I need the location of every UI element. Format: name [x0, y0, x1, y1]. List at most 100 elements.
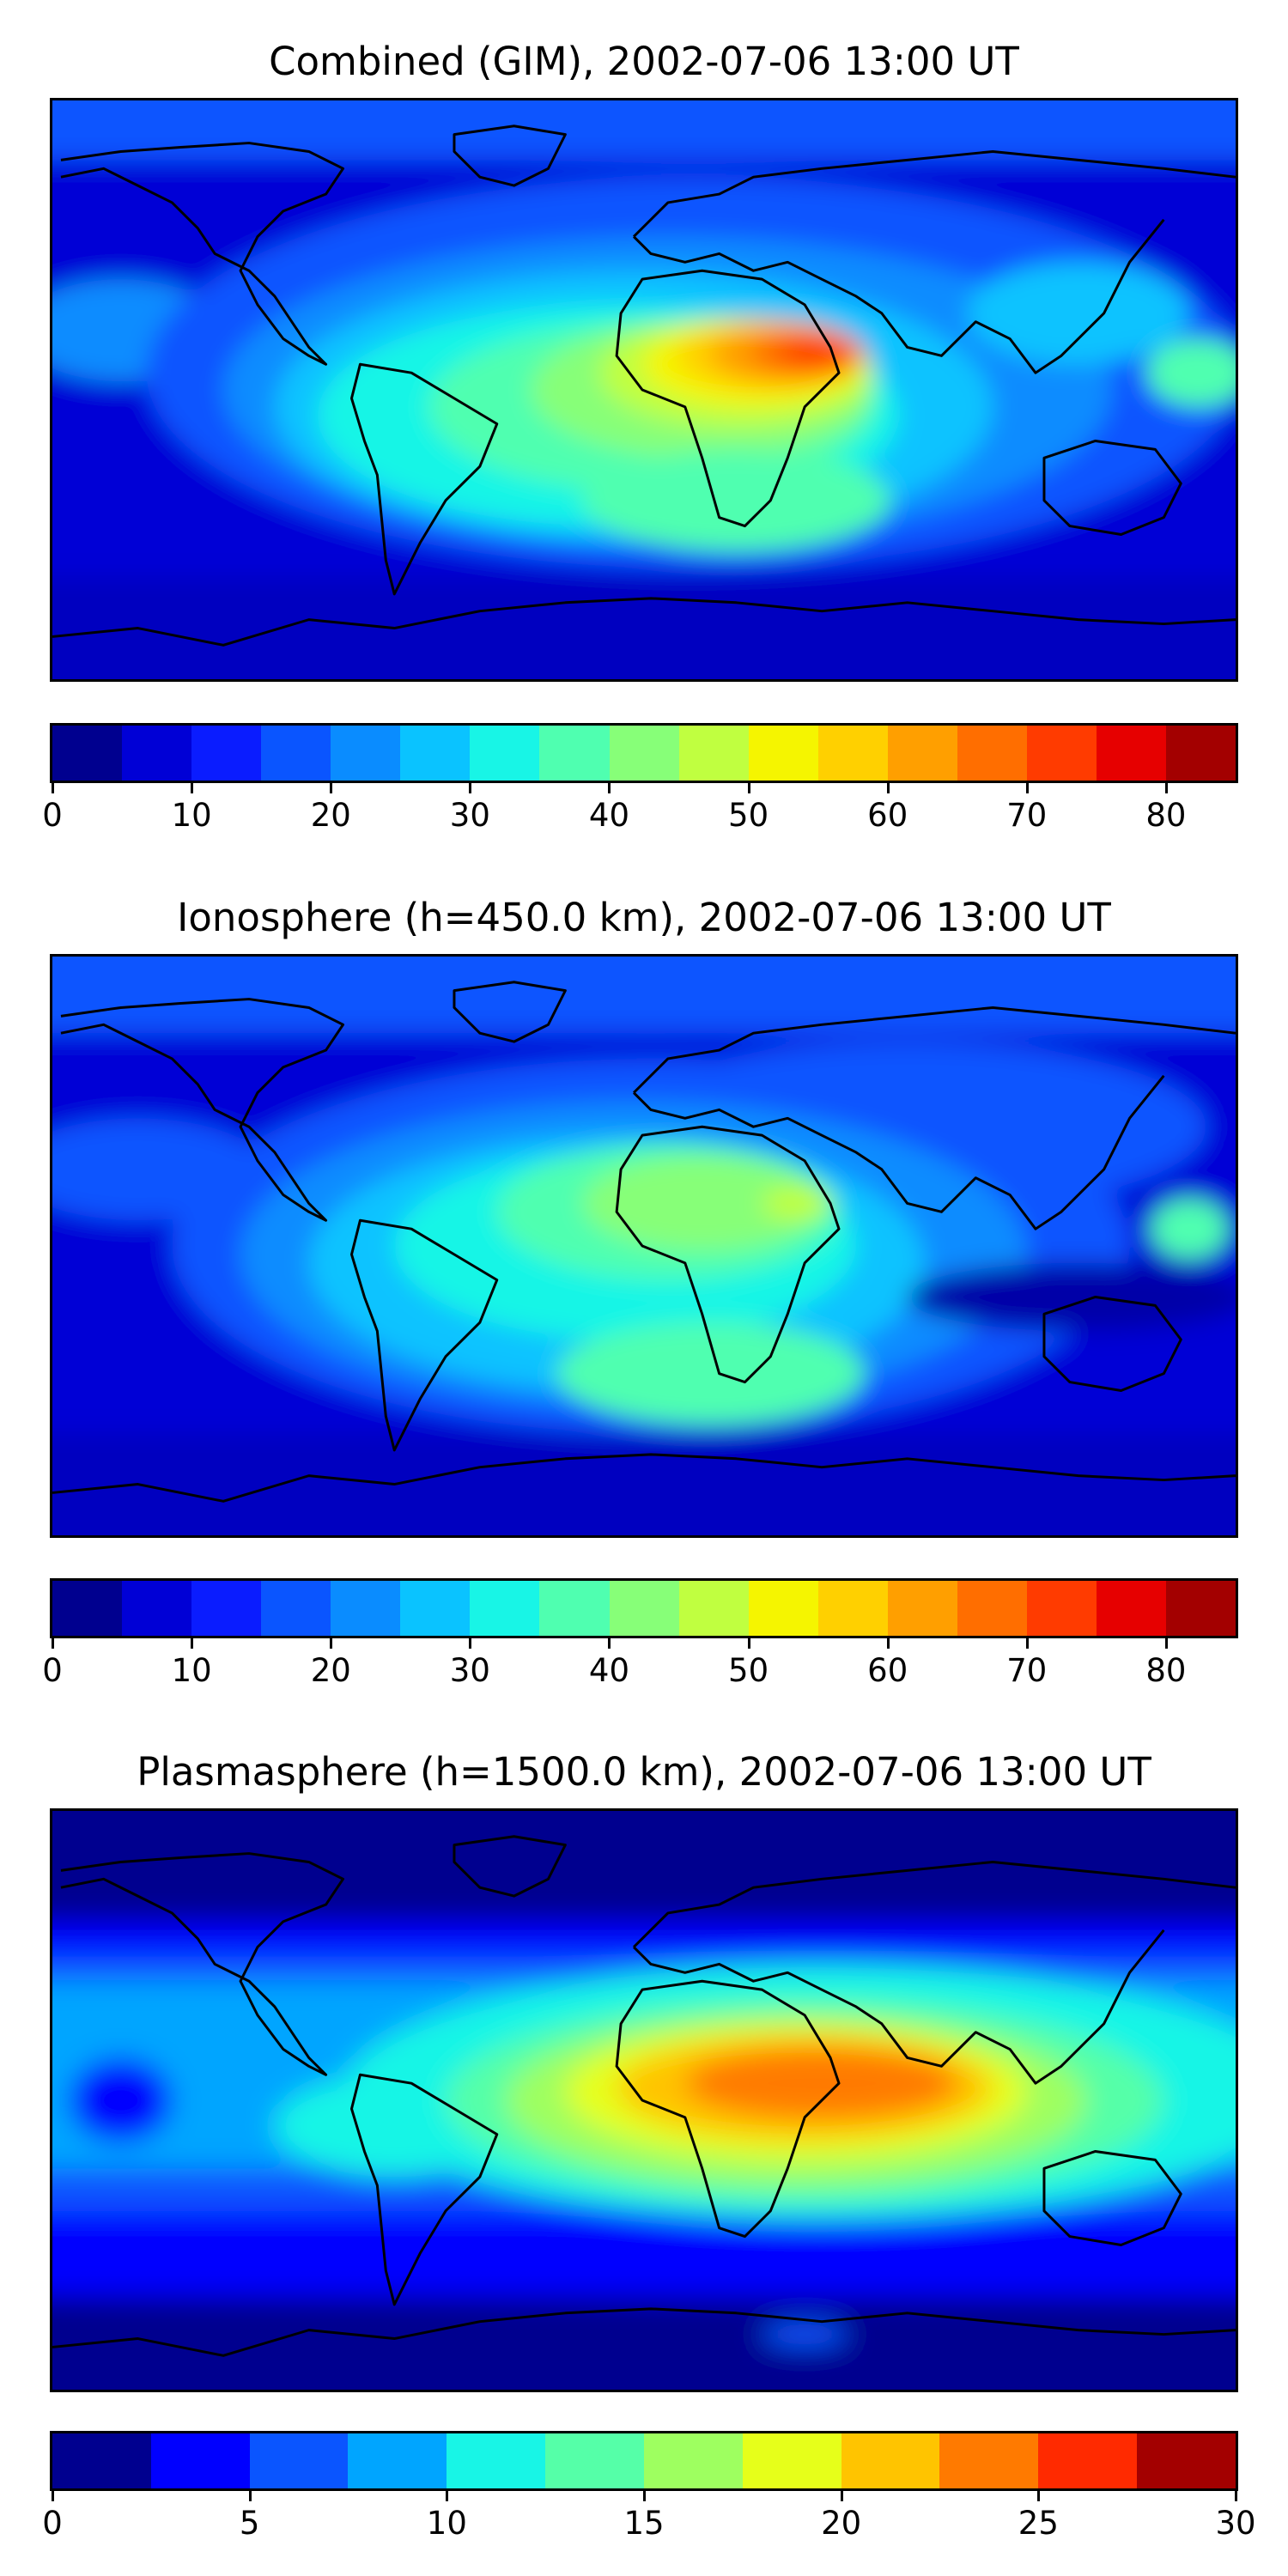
tick-label: 20 [310, 1652, 351, 1689]
colorbar-segment [447, 2433, 546, 2488]
tick-mark [52, 783, 54, 793]
colorbar-segment [261, 726, 331, 781]
tick-mark [191, 1638, 194, 1649]
colorbar-segment [122, 1581, 192, 1636]
colorbar-segment [742, 2433, 841, 2488]
tick-label: 60 [867, 1652, 908, 1689]
colorbar-segment [470, 726, 540, 781]
tick-label: 0 [42, 2505, 63, 2542]
colorbar-segment [122, 726, 192, 781]
colorbar-segment [539, 726, 610, 781]
tick-mark [330, 783, 333, 793]
tick-label: 30 [449, 797, 490, 834]
colorbar-ticks-combined: 0 10 20 30 40 50 60 70 80 [42, 783, 1238, 835]
colorbar-segment [1026, 726, 1097, 781]
colorbar-segment [470, 1581, 540, 1636]
colorbar-segment [887, 726, 957, 781]
tick-label: 40 [588, 797, 630, 834]
tick-mark [469, 783, 472, 793]
tick-mark [446, 2491, 449, 2501]
tick-mark [886, 783, 890, 793]
colorbar-segment [331, 726, 401, 781]
colorbar-segment [1137, 2433, 1236, 2488]
coastlines-combined [52, 125, 1236, 647]
colorbar-segment [678, 726, 749, 781]
colorbar-segment [249, 2433, 349, 2488]
coastlines-ionosphere [52, 981, 1236, 1503]
colorbar-segment [539, 1581, 610, 1636]
colorbar-segment [609, 726, 679, 781]
colorbar-segment [1166, 726, 1236, 781]
colorbar-segment [545, 2433, 644, 2488]
colorbar-segment [191, 726, 262, 781]
colorbar-segment [52, 726, 123, 781]
colorbar-segment [957, 726, 1027, 781]
tick-mark [747, 1638, 750, 1649]
tick-label: 50 [728, 1652, 769, 1689]
tick-label: 5 [239, 2505, 260, 2542]
tick-mark [886, 1638, 890, 1649]
tick-mark [608, 783, 611, 793]
tick-mark [52, 1638, 54, 1649]
colorbar-segment [52, 2433, 151, 2488]
tick-mark [469, 1638, 472, 1649]
tick-mark [840, 2491, 843, 2501]
tick-label: 0 [42, 797, 63, 834]
colorbar-ticks-plasmasphere: 0 5 10 15 20 25 30 [42, 2491, 1256, 2543]
colorbar-segment [609, 1581, 679, 1636]
colorbar-segment [1096, 1581, 1166, 1636]
colorbar-segment [1096, 726, 1166, 781]
tick-mark [1164, 1638, 1168, 1649]
colorbar-segment [887, 1581, 957, 1636]
tick-label: 40 [588, 1652, 630, 1689]
colorbar-ticks-ionosphere: 0 10 20 30 40 50 60 70 80 [42, 1638, 1238, 1690]
tick-label: 70 [1006, 1652, 1048, 1689]
panel-title-plasmasphere: Plasmasphere (h=1500.0 km), 2002-07-06 1… [137, 1749, 1151, 1795]
colorbar-segment [817, 1581, 888, 1636]
tick-mark [643, 2491, 646, 2501]
tick-mark [1025, 783, 1029, 793]
tick-label: 20 [310, 797, 351, 834]
tick-mark [1037, 2491, 1041, 2501]
colorbar-ionosphere [50, 1578, 1238, 1638]
colorbar-segment [748, 726, 818, 781]
tick-mark [747, 783, 750, 793]
tick-label: 70 [1006, 797, 1048, 834]
tick-label: 30 [1215, 2505, 1256, 2542]
tick-label: 80 [1145, 797, 1187, 834]
tick-label: 30 [449, 1652, 490, 1689]
contour-field-plasmasphere [52, 1811, 1236, 2390]
tick-label: 80 [1145, 1652, 1187, 1689]
colorbar-segment [1026, 1581, 1097, 1636]
colorbar-segment [52, 1581, 123, 1636]
tick-mark [1235, 2491, 1237, 2501]
tick-label: 10 [171, 1652, 212, 1689]
tick-mark [52, 2491, 54, 2501]
tick-label: 20 [821, 2505, 862, 2542]
panel-title-ionosphere: Ionosphere (h=450.0 km), 2002-07-06 13:0… [177, 895, 1111, 940]
colorbar-segment [191, 1581, 262, 1636]
tick-mark [1025, 1638, 1029, 1649]
panel-title-combined: Combined (GIM), 2002-07-06 13:00 UT [269, 39, 1019, 84]
tick-mark [191, 783, 194, 793]
tick-label: 60 [867, 797, 908, 834]
tick-mark [608, 1638, 611, 1649]
colorbar-plasmasphere [50, 2431, 1238, 2491]
colorbar-segment [678, 1581, 749, 1636]
coastlines-plasmasphere [52, 1835, 1236, 2357]
colorbar-segment [400, 1581, 471, 1636]
colorbar-segment [348, 2433, 447, 2488]
colorbar-segment [261, 1581, 331, 1636]
colorbar-segment [1166, 1581, 1236, 1636]
colorbar-segment [939, 2433, 1039, 2488]
tick-label: 25 [1018, 2505, 1059, 2542]
colorbar-segment [841, 2433, 940, 2488]
tick-label: 50 [728, 797, 769, 834]
tick-label: 15 [623, 2505, 665, 2542]
colorbar-segment [643, 2433, 743, 2488]
map-ionosphere [50, 954, 1238, 1538]
tick-mark [330, 1638, 333, 1649]
tick-mark [1164, 783, 1168, 793]
colorbar-combined [50, 723, 1238, 783]
map-plasmasphere [50, 1808, 1238, 2392]
